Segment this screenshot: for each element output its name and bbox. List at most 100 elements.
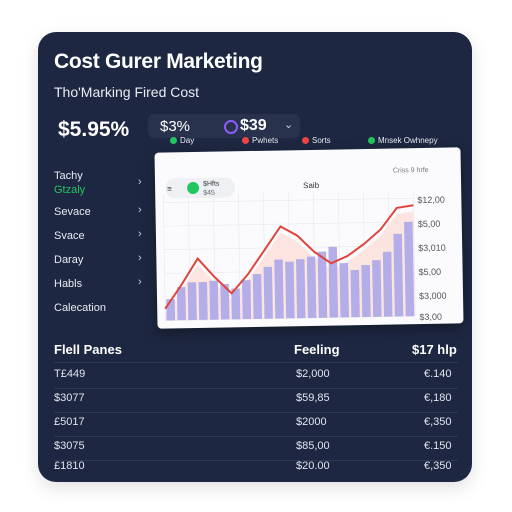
divider [54, 436, 458, 437]
chart-bars [166, 221, 415, 321]
table-row[interactable]: £5017 $2000 €,350 [38, 412, 472, 436]
sidebar-item-label: Tachy [54, 170, 83, 182]
chart-bar [361, 265, 371, 318]
chart-bar [198, 282, 208, 320]
tick-label: $3,010 [418, 243, 446, 253]
chart-bar [231, 288, 241, 320]
legend-item-2[interactable]: Sorts [302, 136, 331, 145]
chart-bar [220, 284, 230, 320]
table-cell: $20.00 [296, 460, 330, 472]
sidebar-item-2[interactable]: Svace [54, 230, 85, 242]
table-cell: $3077 [54, 392, 85, 404]
divider [54, 388, 458, 389]
chart-bar [242, 280, 252, 320]
chevron-right-icon[interactable]: › [138, 176, 142, 188]
chart-center-label: Saib [303, 181, 320, 190]
grid-line [163, 197, 414, 203]
tick-label: $3,000 [419, 291, 447, 301]
chart-bar [372, 260, 382, 317]
chart-bar [317, 251, 328, 318]
table-cell: €.140 [424, 368, 452, 380]
chart-bar [285, 261, 295, 319]
chart-corner-label: Criss 9 hrfe [393, 167, 429, 175]
status-icon [187, 182, 200, 195]
value-selector[interactable]: $3% $39 ⌄ [148, 114, 300, 138]
page-subtitle: Tho'Marking Fired Cost [54, 84, 200, 100]
grid-line [162, 194, 166, 321]
chart-panel: ≡ $Hfts $45 Saib Criss 9 hrfe $12,00 $5,… [154, 147, 464, 329]
page-title: Cost Gurer Marketing [54, 50, 263, 73]
divider [54, 412, 458, 413]
legend-item-0[interactable]: Day [170, 136, 194, 145]
chevron-right-icon[interactable]: › [138, 276, 142, 288]
tick-label: $12,00 [417, 195, 445, 205]
divider [54, 362, 458, 363]
chart-bar [274, 259, 284, 319]
table-row[interactable]: $3075 $85,00 €.150 [38, 436, 472, 460]
table-cell: €,180 [424, 392, 452, 404]
chart-legend: Day Pwhets Sorts Mnsek Owhnepy [164, 130, 464, 154]
chart-bar [263, 266, 273, 319]
circle-icon [224, 120, 238, 134]
chart-bar [382, 251, 393, 317]
legend-dot-icon [368, 137, 375, 145]
chart-bar [404, 221, 415, 317]
chevron-down-icon[interactable]: ⌄ [284, 119, 294, 131]
chevron-right-icon[interactable]: › [138, 228, 142, 240]
chart-bar [306, 256, 317, 319]
chevron-right-icon[interactable]: › [138, 204, 142, 216]
table-cell: €,350 [424, 460, 452, 472]
sidebar-item-5[interactable]: Calecation [54, 302, 106, 314]
table-cell: $3075 [54, 440, 85, 452]
legend-dot-icon [242, 137, 249, 145]
chart-line [164, 204, 414, 310]
chart-toolbar[interactable] [165, 177, 236, 199]
table-cell: £1810 [54, 460, 85, 472]
legend-item-3[interactable]: Mnsek Owhnepy [368, 136, 438, 145]
tick-label: $5,00 [419, 267, 442, 277]
sidebar-item-4[interactable]: Habls [54, 278, 83, 290]
table-cell: £5017 [54, 416, 85, 428]
table-cell: T£449 [54, 368, 86, 380]
menu-icon[interactable]: ≡ [167, 184, 172, 193]
sidebar-item-3[interactable]: Daray [54, 254, 84, 266]
legend-dot-icon [302, 137, 309, 145]
table-row[interactable]: $3077 $59,85 €,180 [38, 388, 472, 412]
selector-value-right: $39 [240, 117, 267, 134]
chart-bar [295, 259, 306, 319]
table-row[interactable]: £1810 $20.00 €,350 [38, 456, 472, 480]
selector-value-left: $3% [160, 118, 191, 135]
legend-item-1[interactable]: Pwhets [242, 136, 278, 145]
toolbar-text: $Hfts [203, 181, 220, 188]
chart-bar [339, 263, 349, 318]
table-cell: $2,000 [296, 368, 330, 380]
dashboard-card: Cost Gurer Marketing Tho'Marking Fired C… [38, 32, 472, 482]
divider [54, 460, 458, 461]
chevron-right-icon[interactable]: › [138, 252, 142, 264]
table-cell: $59,85 [296, 392, 330, 404]
summary-value: $5.95% [58, 118, 130, 141]
table-header-col-1: Feeling [294, 342, 340, 357]
toolbar-subtext: $45 [203, 190, 215, 197]
table-cell: $2000 [296, 416, 327, 428]
table-header-col-0: Flell Panes [54, 342, 122, 357]
sidebar-item-1[interactable]: Sevace [54, 206, 91, 218]
legend-dot-icon [170, 137, 177, 145]
chart-bar [393, 233, 404, 317]
table-header-col-2: $17 hlp [412, 342, 457, 357]
table-cell: €.150 [424, 440, 452, 452]
chart-bar [328, 246, 339, 318]
table-row[interactable]: T£449 $2,000 €.140 [38, 364, 472, 388]
chart-bar [350, 269, 360, 318]
table-cell: €,350 [424, 416, 452, 428]
chart-bar [252, 273, 263, 319]
table-cell: $85,00 [296, 440, 330, 452]
tick-label: $3,00 [419, 312, 442, 322]
chart-bar [176, 287, 186, 321]
chart-bar [209, 280, 219, 320]
chart-bar [187, 282, 197, 321]
tick-label: $5,00 [418, 219, 441, 229]
grid-line [163, 221, 414, 227]
sidebar-item-0[interactable]: Tachy Gtzaly [54, 170, 85, 196]
sidebar-item-sublabel: Gtzaly [54, 184, 86, 196]
